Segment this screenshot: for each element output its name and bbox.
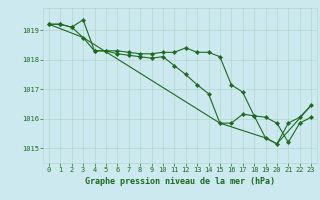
X-axis label: Graphe pression niveau de la mer (hPa): Graphe pression niveau de la mer (hPa) — [85, 177, 275, 186]
